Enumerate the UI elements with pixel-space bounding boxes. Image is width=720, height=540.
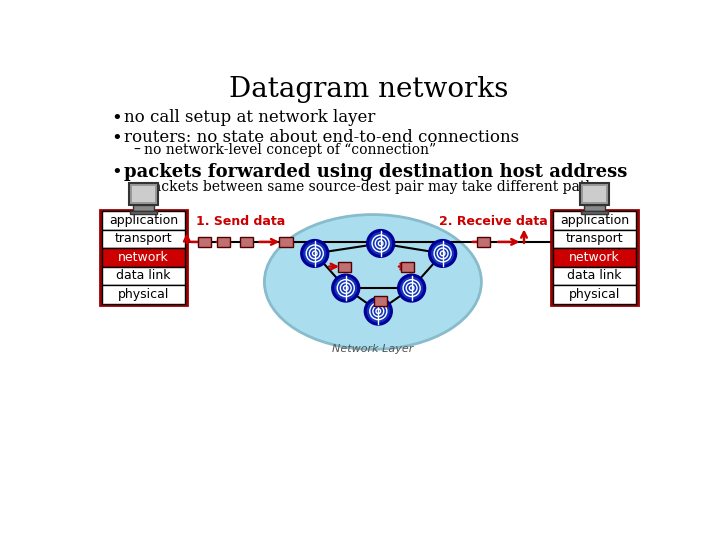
FancyBboxPatch shape	[130, 211, 158, 214]
Ellipse shape	[264, 214, 482, 349]
Circle shape	[335, 278, 356, 299]
Text: network: network	[118, 251, 169, 264]
Circle shape	[370, 233, 392, 254]
Text: physical: physical	[569, 288, 620, 301]
FancyBboxPatch shape	[240, 237, 253, 247]
Text: routers: no state about end-to-end connections: routers: no state about end-to-end conne…	[124, 129, 519, 146]
Text: transport: transport	[566, 232, 624, 245]
Text: data link: data link	[567, 269, 622, 282]
Text: application: application	[109, 214, 178, 227]
Text: transport: transport	[114, 232, 172, 245]
FancyBboxPatch shape	[553, 230, 636, 248]
FancyBboxPatch shape	[553, 285, 636, 303]
Text: •: •	[112, 129, 122, 147]
FancyBboxPatch shape	[102, 211, 185, 230]
FancyBboxPatch shape	[584, 205, 606, 211]
FancyBboxPatch shape	[102, 248, 185, 267]
Text: application: application	[560, 214, 629, 227]
FancyBboxPatch shape	[132, 205, 154, 211]
FancyBboxPatch shape	[580, 184, 609, 205]
Circle shape	[432, 242, 454, 264]
Circle shape	[366, 230, 395, 257]
FancyBboxPatch shape	[580, 211, 608, 214]
Circle shape	[397, 274, 426, 302]
FancyBboxPatch shape	[198, 237, 211, 247]
Text: no network-level concept of “connection”: no network-level concept of “connection”	[144, 143, 436, 157]
FancyBboxPatch shape	[553, 248, 636, 267]
FancyBboxPatch shape	[279, 237, 292, 247]
FancyBboxPatch shape	[102, 230, 185, 248]
FancyBboxPatch shape	[553, 211, 636, 230]
FancyBboxPatch shape	[217, 237, 230, 247]
Circle shape	[364, 298, 392, 325]
Circle shape	[301, 240, 329, 267]
Text: network: network	[569, 251, 620, 264]
Circle shape	[304, 242, 325, 264]
FancyBboxPatch shape	[129, 184, 158, 205]
Text: •: •	[112, 110, 122, 127]
Text: data link: data link	[116, 269, 171, 282]
Text: physical: physical	[118, 288, 169, 301]
FancyBboxPatch shape	[132, 186, 155, 202]
Circle shape	[367, 300, 389, 322]
Text: •: •	[112, 163, 122, 180]
Text: –: –	[133, 143, 140, 157]
Text: packets between same source-dest pair may take different paths: packets between same source-dest pair ma…	[144, 180, 602, 194]
FancyBboxPatch shape	[338, 261, 351, 272]
Text: no call setup at network layer: no call setup at network layer	[124, 110, 375, 126]
Text: 2. Receive data: 2. Receive data	[438, 215, 547, 228]
FancyBboxPatch shape	[100, 210, 187, 305]
FancyBboxPatch shape	[401, 261, 414, 272]
Text: –: –	[133, 180, 140, 194]
FancyBboxPatch shape	[477, 237, 490, 247]
Circle shape	[401, 278, 423, 299]
Text: Network Layer: Network Layer	[332, 343, 413, 354]
Circle shape	[332, 274, 360, 302]
FancyBboxPatch shape	[102, 267, 185, 285]
Circle shape	[428, 240, 456, 267]
Text: 1. Send data: 1. Send data	[197, 215, 286, 228]
FancyBboxPatch shape	[553, 267, 636, 285]
FancyBboxPatch shape	[583, 186, 606, 202]
FancyBboxPatch shape	[551, 210, 638, 305]
FancyBboxPatch shape	[374, 296, 387, 306]
Text: Datagram networks: Datagram networks	[229, 76, 509, 103]
FancyBboxPatch shape	[102, 285, 185, 303]
Text: packets forwarded using destination host address: packets forwarded using destination host…	[124, 163, 627, 180]
